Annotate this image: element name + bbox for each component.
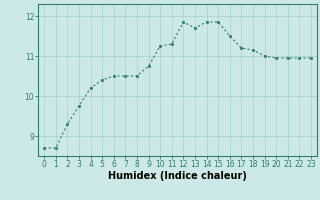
X-axis label: Humidex (Indice chaleur): Humidex (Indice chaleur)	[108, 171, 247, 181]
